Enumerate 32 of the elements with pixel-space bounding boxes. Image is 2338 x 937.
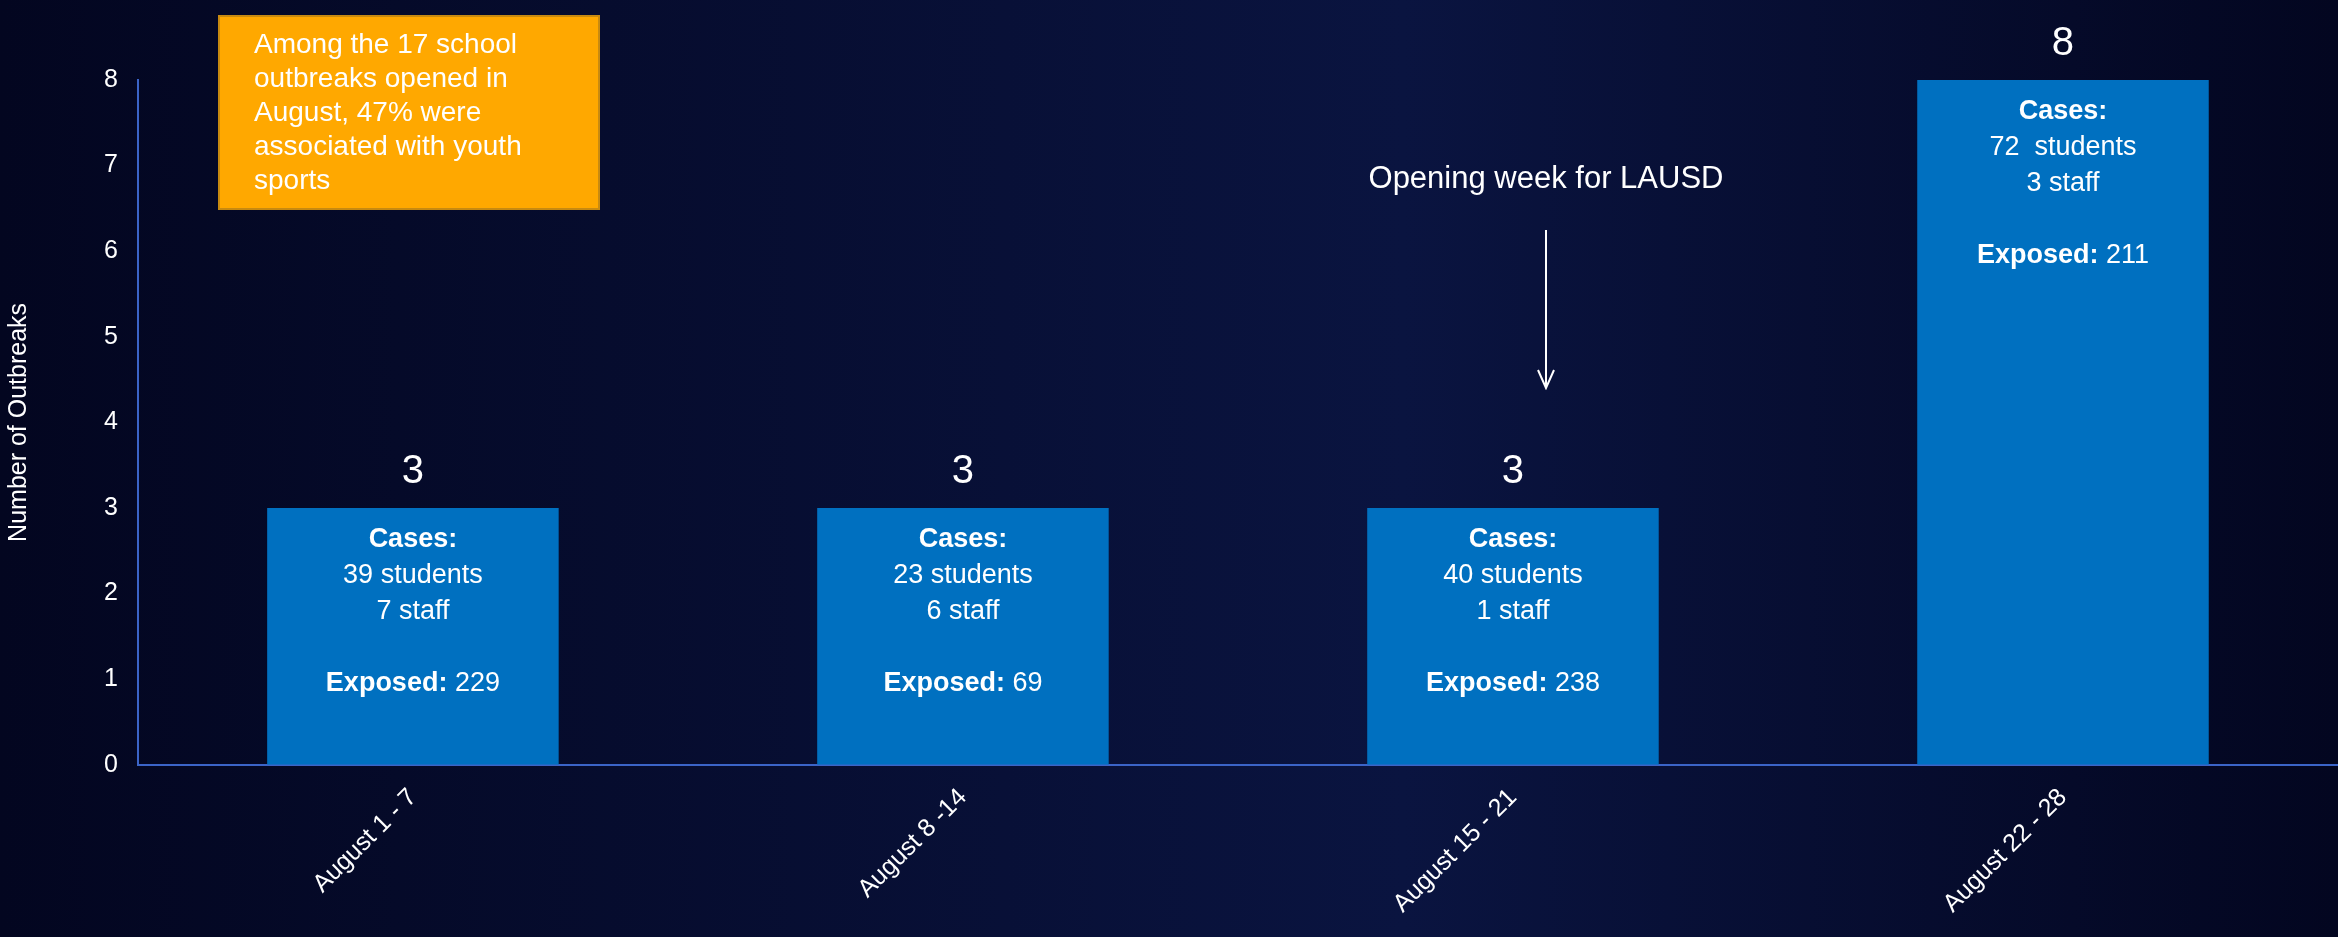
data-label: 3 xyxy=(401,447,425,492)
y-tick-label: 8 xyxy=(104,63,118,92)
y-tick-label: 4 xyxy=(104,406,118,435)
data-label: 3 xyxy=(951,447,975,492)
annotation: Exposed: 211 xyxy=(1976,238,2150,271)
annotation: 1 staff xyxy=(1476,594,1550,627)
annotation: Opening week for LAUSD xyxy=(1367,160,1725,196)
annotation: 39 students xyxy=(343,558,483,591)
annotation: Exposed: 229 xyxy=(325,666,500,699)
data-label: 8 xyxy=(2051,19,2075,64)
annotation: Cases: xyxy=(368,523,458,553)
annotation: Exposed: 238 xyxy=(1425,666,1600,699)
annotation: 3 staff xyxy=(2026,166,2100,199)
annotation: 23 students xyxy=(893,558,1033,591)
y-axis-title: Number of Outbreaks xyxy=(2,302,31,542)
y-tick-label: 7 xyxy=(104,149,118,178)
annotation: Cases: xyxy=(918,523,1008,553)
y-tick-label: 5 xyxy=(104,320,118,349)
annotation: 7 staff xyxy=(376,594,450,627)
y-tick-label: 0 xyxy=(104,748,118,777)
annotation: Cases: xyxy=(1468,523,1558,553)
y-tick-label: 2 xyxy=(104,577,118,606)
annotation: Cases: xyxy=(2018,95,2108,125)
y-tick-label: 6 xyxy=(104,235,118,264)
annotation: Exposed: 69 xyxy=(883,666,1043,699)
data-label: 3 xyxy=(1501,447,1525,492)
y-tick-label: 1 xyxy=(104,663,118,692)
annotation: 72 students xyxy=(1989,130,2137,163)
annotation: 6 staff xyxy=(926,594,1000,627)
y-tick-label: 3 xyxy=(104,491,118,520)
annotation: 40 students xyxy=(1443,558,1583,591)
note-box: Among the 17 school outbreaks opened in August, 47% were associated with youth sports xyxy=(218,15,600,210)
